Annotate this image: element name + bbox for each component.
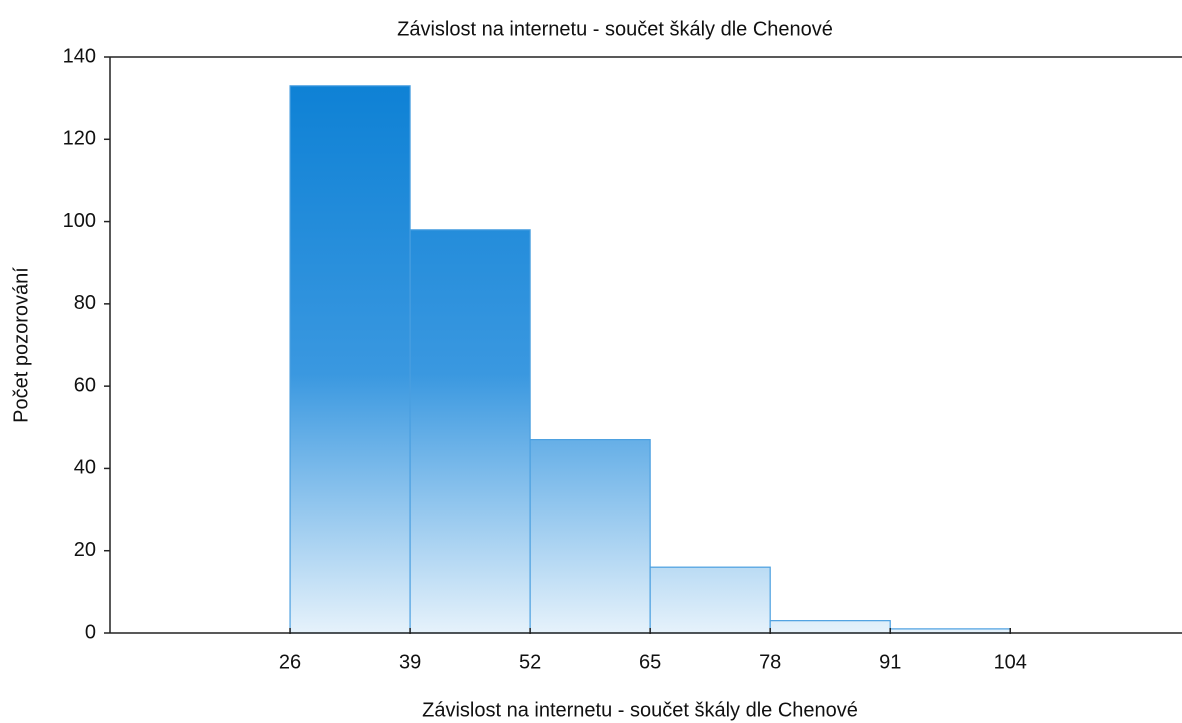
y-tick-label: 120 [63,128,96,150]
bar [289,85,411,634]
x-tick-label: 65 [639,651,661,673]
y-tick-label: 0 [85,621,96,643]
y-tick-label: 140 [63,45,96,67]
x-tick-label: 78 [759,651,781,673]
y-tick-label: 60 [74,374,96,396]
y-tick-label: 40 [74,457,96,479]
bar [649,566,771,634]
bar [409,229,531,634]
y-tick-label: 100 [63,210,96,232]
chart-title: Závislost na internetu - součet škály dl… [397,18,833,40]
y-axis-label: Počet pozorování [10,267,32,423]
y-tick-label: 80 [74,292,96,314]
bar [529,439,651,634]
x-tick-label: 39 [399,651,421,673]
x-tick-label: 104 [994,651,1027,673]
bar [769,620,891,634]
x-axis-label: Závislost na internetu - součet škály dl… [422,699,858,721]
x-tick-label: 91 [879,651,901,673]
y-tick-label: 20 [74,539,96,561]
x-tick-label: 52 [519,651,541,673]
x-tick-label: 26 [279,651,301,673]
